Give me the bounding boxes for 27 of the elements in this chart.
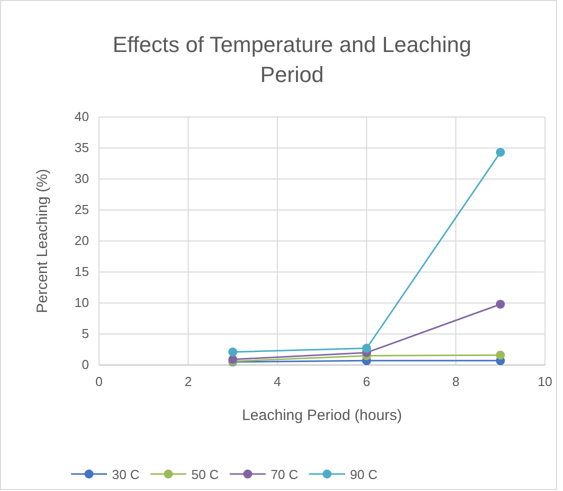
y-tick-label: 40 [74, 109, 89, 124]
point [496, 300, 505, 309]
x-tick-label: 4 [274, 374, 282, 390]
legend-label: 90 C [350, 467, 378, 482]
legend-label: 70 C [270, 467, 298, 482]
y-tick-label: 10 [74, 295, 89, 310]
point [496, 148, 505, 157]
chart-title: Effects of Temperature and Leaching Period [112, 32, 472, 87]
y-tick-label: 20 [74, 233, 89, 248]
x-tick-label: 8 [452, 374, 460, 390]
x-axis-title: Leaching Period (hours) [242, 407, 402, 424]
x-tick-label: 6 [362, 374, 370, 390]
x-tick-label: 2 [184, 374, 192, 390]
x-tick-label: 0 [95, 374, 103, 390]
y-tick-label: 0 [82, 357, 89, 372]
y-tick-label: 30 [74, 171, 89, 186]
y-tick-label: 25 [74, 202, 89, 218]
y-axis-title: Percent Leaching (%) [34, 168, 51, 314]
legend-label: 30 C [112, 467, 140, 482]
point [228, 347, 238, 356]
y-tick-label: 35 [74, 140, 89, 156]
point [496, 350, 505, 360]
x-tick-label: 10 [538, 374, 552, 390]
y-tick-label: 15 [74, 264, 89, 280]
legend-label: 50 C [191, 467, 219, 482]
point [362, 344, 372, 353]
y-tick-label: 5 [82, 326, 89, 342]
